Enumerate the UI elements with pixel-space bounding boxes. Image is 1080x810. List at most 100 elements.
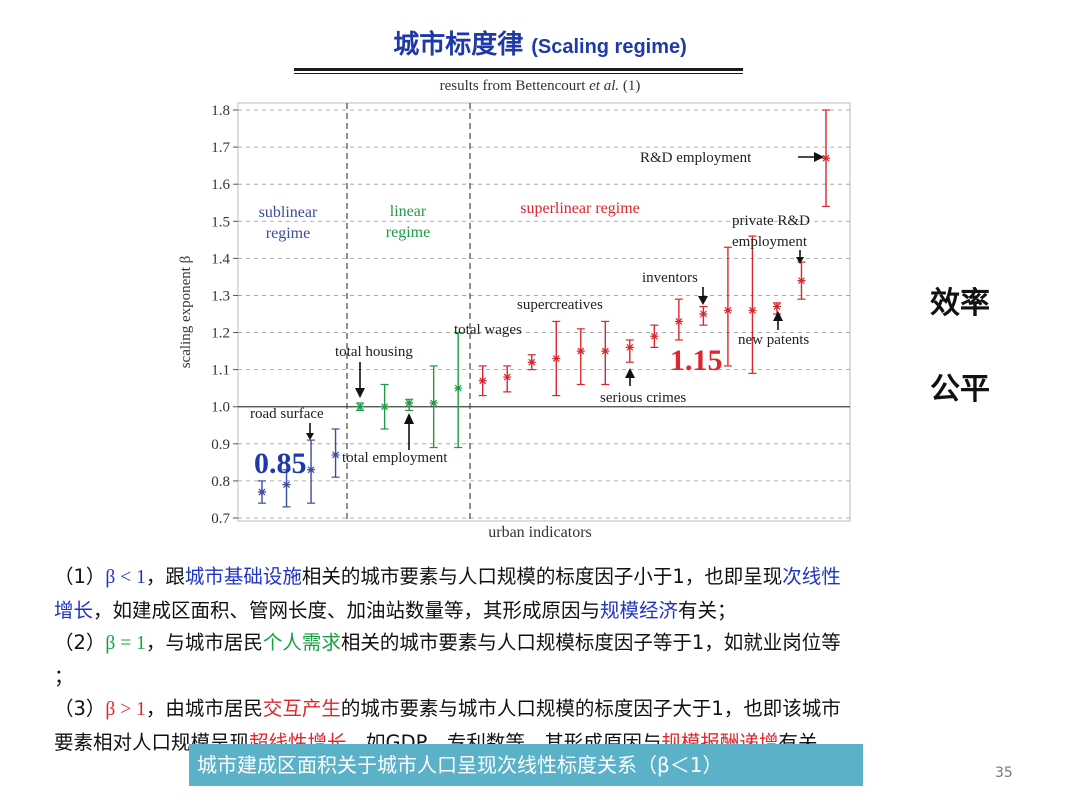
annotation-new-patents: new patents bbox=[738, 332, 809, 348]
point-1-text-b: 相关的城市要素与人口规模的标度因子小于1，也即呈现 bbox=[301, 565, 783, 588]
y-tick-labels: 0.7 0.8 0.9 1.0 1.1 1.2 1.3 1.4 1.5 1.6 1.7 1.8 bbox=[211, 103, 238, 527]
data-point bbox=[822, 109, 830, 208]
point-marker bbox=[699, 310, 708, 318]
y-tick-label: 1.3 bbox=[211, 288, 230, 304]
point-3-beta: β > 1 bbox=[105, 699, 146, 720]
point-1-highlight-infrastructure: 城市基础设施 bbox=[184, 565, 302, 588]
point-1-text-c: ，如建成区面积、管网长度、加油站数量等，其形成原因与 bbox=[93, 598, 601, 622]
annotation-private-rd-2: employment bbox=[732, 234, 808, 250]
x-axis-label: urban indicators bbox=[488, 524, 592, 541]
point-1-beta: β < 1 bbox=[105, 567, 146, 588]
data-point bbox=[748, 235, 757, 374]
annotation-total-housing: total housing bbox=[335, 344, 413, 360]
y-tick-label: 0.9 bbox=[211, 437, 230, 453]
annotation-private-rd-1: private R&D bbox=[732, 213, 810, 229]
annotation-supercreatives: supercreatives bbox=[517, 297, 603, 313]
title-underline-thick bbox=[294, 68, 743, 71]
point-2-number: （2） bbox=[54, 631, 106, 654]
annotation-road-surface: road surface bbox=[250, 406, 324, 422]
data-point bbox=[625, 339, 634, 363]
page-number: 35 bbox=[995, 765, 1013, 781]
point-2-line-2: ； bbox=[54, 661, 1034, 694]
point-marker bbox=[527, 358, 536, 367]
data-point bbox=[650, 324, 659, 348]
explanation-text: （1）β < 1，跟城市基础设施相关的城市要素与人口规模的标度因子小于1，也即呈… bbox=[54, 561, 1034, 759]
title-chinese: 城市标度律 bbox=[393, 30, 524, 60]
data-points bbox=[258, 109, 830, 508]
arrowhead-total-employment bbox=[404, 413, 414, 424]
caption-banner: 城市建成区面积关于城市人口呈现次线性标度关系（β＜1） bbox=[189, 744, 863, 786]
regime-label-linear-1: linear bbox=[390, 203, 427, 220]
data-point bbox=[331, 428, 340, 478]
point-1-line-1: （1）β < 1，跟城市基础设施相关的城市要素与人口规模的标度因子小于1，也即呈… bbox=[54, 561, 1034, 595]
data-point bbox=[772, 302, 781, 315]
regime-label-superlinear: superlinear regime bbox=[520, 200, 640, 217]
point-marker bbox=[797, 276, 806, 285]
regime-label-sublinear-1: sublinear bbox=[259, 204, 318, 221]
data-point bbox=[307, 439, 316, 504]
data-point bbox=[674, 298, 683, 341]
chart-source-note: results from Bettencourt et al. (1) bbox=[0, 78, 1080, 95]
point-3-number: （3） bbox=[54, 697, 106, 720]
point-marker bbox=[674, 317, 683, 326]
data-point bbox=[380, 383, 389, 430]
source-italic: et al. bbox=[589, 78, 620, 94]
point-3-text-a: ，由城市居民 bbox=[145, 697, 263, 720]
data-point bbox=[503, 365, 512, 393]
point-marker bbox=[601, 347, 610, 356]
data-point bbox=[478, 365, 487, 397]
point-marker bbox=[258, 488, 266, 497]
annotation-inventors: inventors bbox=[642, 270, 698, 286]
point-marker bbox=[625, 343, 634, 352]
annotation-serious-crimes: serious crimes bbox=[600, 390, 686, 406]
slide-title: 城市标度律 (Scaling regime) bbox=[0, 24, 1080, 61]
point-1-text-d: 有关； bbox=[678, 598, 737, 622]
scaling-chart: 0.7 0.8 0.9 1.0 1.1 1.2 1.3 1.4 1.5 1.6 1.7 1.8 sca… bbox=[178, 102, 851, 541]
point-marker bbox=[405, 399, 414, 408]
y-tick-label: 1.0 bbox=[211, 400, 230, 416]
point-3-line-1: （3）β > 1，由城市居民交互产生的城市要素与城市人口规模的标度因子大于1，也… bbox=[54, 693, 1034, 727]
title-underline-thin bbox=[294, 73, 743, 74]
data-point bbox=[356, 402, 365, 412]
point-marker bbox=[282, 480, 291, 489]
data-point bbox=[527, 354, 536, 371]
y-tick-label: 1.8 bbox=[211, 103, 230, 119]
y-tick-label: 1.1 bbox=[211, 363, 230, 379]
data-point bbox=[552, 320, 561, 397]
y-tick-label: 0.8 bbox=[211, 474, 230, 490]
data-point bbox=[429, 365, 438, 449]
y-tick-label: 1.4 bbox=[211, 251, 230, 267]
data-point bbox=[282, 469, 291, 508]
data-point bbox=[258, 480, 266, 504]
point-marker bbox=[478, 376, 487, 385]
point-marker bbox=[748, 306, 757, 315]
point-2-beta: β = 1 bbox=[105, 633, 146, 654]
y-tick-label: 1.6 bbox=[211, 177, 230, 193]
point-marker bbox=[822, 154, 830, 163]
arrowhead-road-surface bbox=[306, 433, 314, 440]
data-point bbox=[797, 261, 806, 300]
point-1-highlight-growth: 增长 bbox=[54, 598, 94, 622]
annotation-rd-employment: R&D employment bbox=[640, 150, 752, 166]
point-2-line-1: （2）β = 1，与城市居民个人需求相关的城市要素与人口规模标度因子等于1，如就… bbox=[54, 627, 1034, 661]
data-point bbox=[454, 331, 463, 449]
point-2-highlight-individual-needs: 个人需求 bbox=[262, 631, 341, 654]
point-1-highlight-economies-of-scale: 规模经济 bbox=[600, 598, 679, 622]
title-english: (Scaling regime) bbox=[531, 36, 687, 58]
point-marker bbox=[503, 373, 512, 382]
y-tick-label: 1.5 bbox=[211, 214, 230, 230]
arrowhead-serious-crimes bbox=[625, 368, 635, 378]
point-marker bbox=[307, 465, 316, 474]
point-1-number: （1） bbox=[54, 565, 106, 588]
point-marker bbox=[454, 384, 463, 393]
annotation-total-employment: total employment bbox=[342, 450, 448, 466]
point-marker bbox=[356, 402, 365, 411]
data-point bbox=[699, 305, 708, 326]
annotation-arrows bbox=[306, 152, 824, 450]
data-point bbox=[576, 328, 585, 386]
label-efficiency: 效率 bbox=[930, 286, 990, 321]
regime-label-sublinear-2: regime bbox=[266, 225, 310, 242]
highlight-superlinear-value: 1.15 bbox=[670, 344, 723, 377]
point-1-text-a: ，跟 bbox=[145, 565, 185, 588]
arrowhead-rd-employment bbox=[814, 152, 824, 162]
